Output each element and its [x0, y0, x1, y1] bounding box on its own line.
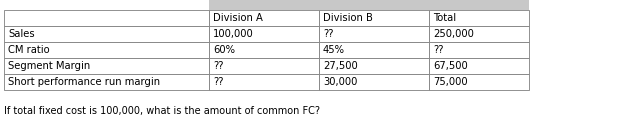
Text: If total fixed cost is 100,000, what is the amount of common FC?: If total fixed cost is 100,000, what is … [4, 106, 320, 116]
Text: Segment Margin: Segment Margin [8, 61, 90, 71]
Bar [209, 10, 319, 26]
Bar [319, 74, 429, 90]
Text: Division A: Division A [213, 13, 263, 23]
Text: ??: ?? [433, 45, 444, 55]
Bar [4, 26, 209, 42]
Bar [429, 10, 529, 26]
Text: ??: ?? [213, 61, 224, 71]
Bar [209, 74, 319, 90]
Bar [4, 42, 209, 58]
Bar [429, 26, 529, 42]
Text: 60%: 60% [213, 45, 235, 55]
Text: Sales: Sales [8, 29, 35, 39]
Bar [4, 74, 209, 90]
Bar [209, 0, 529, 10]
Bar [319, 26, 429, 42]
Text: Short performance run margin: Short performance run margin [8, 77, 160, 87]
Bar [209, 42, 319, 58]
Text: 100,000: 100,000 [213, 29, 254, 39]
Bar [429, 42, 529, 58]
Text: ??: ?? [213, 77, 224, 87]
Text: 75,000: 75,000 [433, 77, 468, 87]
Bar [209, 58, 319, 74]
Text: ??: ?? [323, 29, 333, 39]
Bar [429, 58, 529, 74]
Text: 27,500: 27,500 [323, 61, 358, 71]
Bar [4, 58, 209, 74]
Text: 45%: 45% [323, 45, 345, 55]
Bar [319, 42, 429, 58]
Text: 250,000: 250,000 [433, 29, 474, 39]
Bar [429, 74, 529, 90]
Text: 30,000: 30,000 [323, 77, 358, 87]
Text: Total: Total [433, 13, 456, 23]
Text: CM ratio: CM ratio [8, 45, 49, 55]
Text: Division B: Division B [323, 13, 373, 23]
Bar [319, 58, 429, 74]
Bar [4, 10, 209, 26]
Bar [319, 10, 429, 26]
Text: 67,500: 67,500 [433, 61, 468, 71]
Bar [209, 26, 319, 42]
